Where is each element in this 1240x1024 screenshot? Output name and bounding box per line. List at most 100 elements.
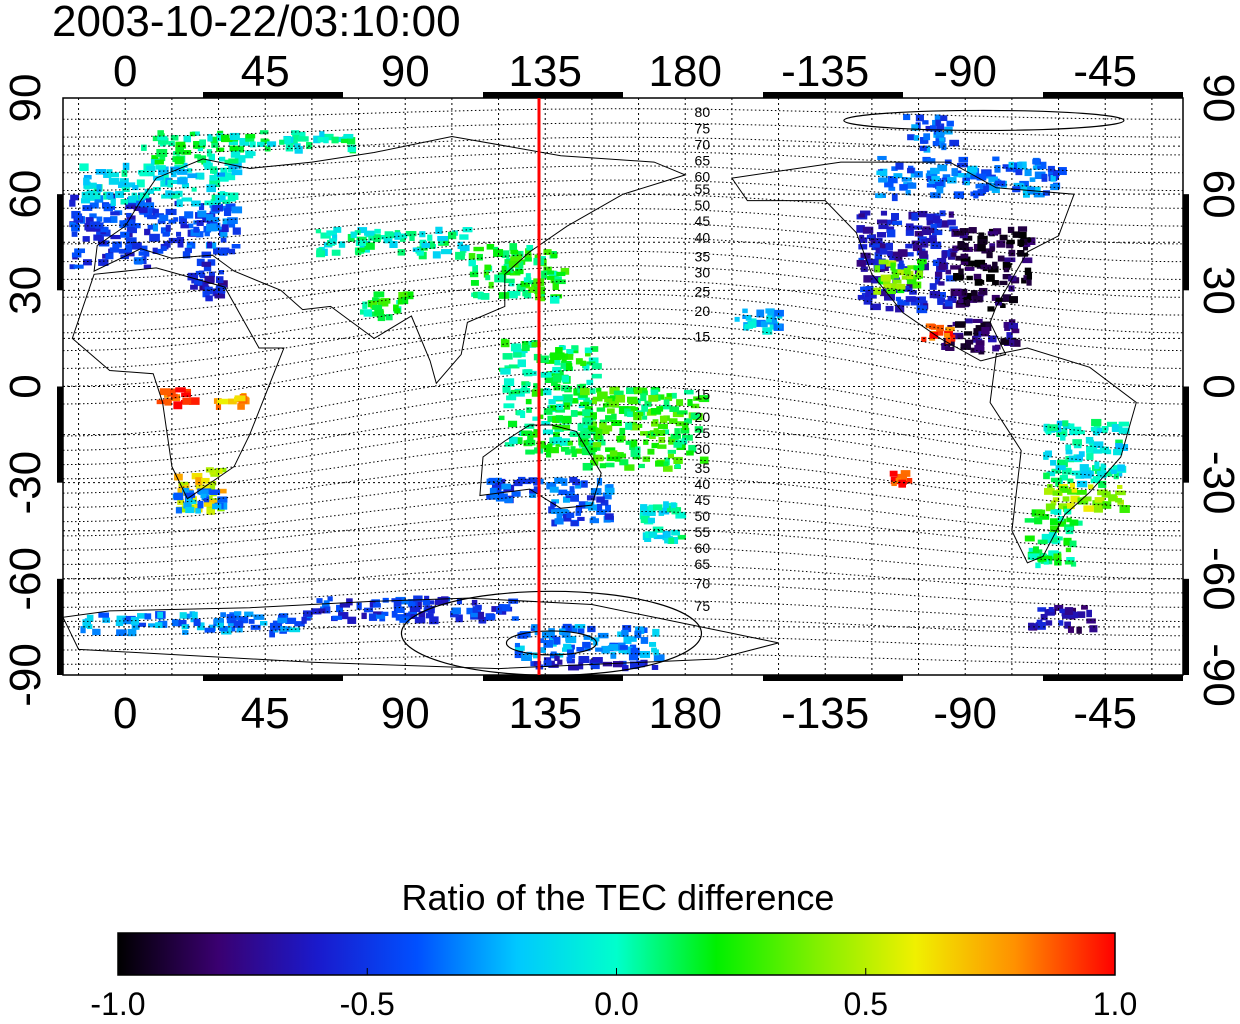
tec-cell bbox=[917, 258, 927, 265]
tec-cell bbox=[219, 156, 226, 162]
tec-cell bbox=[937, 297, 944, 305]
tec-cell bbox=[418, 611, 426, 619]
tec-cell bbox=[561, 631, 571, 638]
tec-cell bbox=[1026, 272, 1033, 280]
tec-cell bbox=[869, 292, 877, 299]
tec-cell bbox=[152, 208, 159, 216]
tec-cell bbox=[203, 265, 212, 272]
tec-cell bbox=[1050, 174, 1056, 182]
tec-cell bbox=[960, 260, 969, 265]
tec-cell bbox=[182, 162, 188, 168]
tec-cell bbox=[597, 439, 606, 446]
tec-cell bbox=[1003, 322, 1014, 328]
tec-cell bbox=[170, 134, 179, 141]
tec-cell bbox=[951, 168, 958, 177]
axis-bars bbox=[57, 92, 1189, 681]
tec-cell bbox=[112, 241, 122, 248]
tec-cell bbox=[1063, 537, 1072, 546]
tec-cell bbox=[103, 172, 112, 178]
tec-cell bbox=[95, 169, 107, 175]
tec-cell bbox=[614, 456, 621, 462]
tec-cell bbox=[659, 507, 670, 515]
tec-cell bbox=[1002, 294, 1012, 302]
tec-cell bbox=[699, 456, 709, 464]
tec-cell bbox=[873, 287, 882, 295]
tec-cell bbox=[174, 156, 184, 165]
tec-cell bbox=[734, 316, 740, 322]
tec-cell bbox=[589, 518, 600, 524]
tec-cell bbox=[210, 167, 218, 174]
tec-cell bbox=[657, 444, 667, 449]
tec-cell bbox=[898, 479, 906, 488]
tec-cell bbox=[501, 265, 507, 274]
tec-cell bbox=[228, 222, 236, 228]
tec-cell bbox=[1049, 525, 1060, 533]
tec-cell bbox=[997, 255, 1005, 262]
tec-cell bbox=[86, 614, 94, 622]
tec-cell bbox=[1086, 618, 1096, 624]
tec-cell bbox=[429, 616, 439, 625]
tec-cell bbox=[259, 621, 268, 626]
tec-cell bbox=[609, 386, 620, 395]
tec-cell bbox=[980, 264, 992, 270]
tec-cell bbox=[1005, 165, 1013, 172]
tec-cell bbox=[629, 661, 639, 670]
tec-cell bbox=[1017, 226, 1028, 232]
tec-cell bbox=[883, 284, 892, 289]
contour-line bbox=[63, 250, 1183, 298]
tec-cell bbox=[356, 602, 362, 610]
tec-cell bbox=[891, 481, 897, 487]
tec-cell bbox=[1057, 516, 1064, 522]
tec-cell bbox=[977, 243, 986, 252]
tec-cell bbox=[589, 459, 599, 466]
contour-label: 55 bbox=[695, 524, 711, 540]
contour-line bbox=[63, 236, 1183, 280]
tec-cell bbox=[947, 334, 956, 342]
tec-cell bbox=[188, 397, 200, 405]
tec-cell bbox=[332, 234, 338, 241]
tec-cell bbox=[425, 613, 434, 619]
contour-label: 65 bbox=[695, 556, 711, 572]
tec-cell bbox=[363, 607, 374, 613]
tec-cell bbox=[485, 275, 491, 281]
tec-cell bbox=[460, 250, 466, 256]
tec-cell bbox=[89, 202, 99, 209]
tec-cell bbox=[119, 220, 126, 228]
tec-cell bbox=[902, 287, 913, 292]
tec-cell bbox=[1048, 170, 1056, 177]
tec-cell bbox=[375, 614, 385, 619]
tec-cell bbox=[174, 473, 183, 481]
tec-cell bbox=[515, 437, 523, 445]
tec-cell bbox=[382, 597, 389, 603]
tec-cell bbox=[906, 284, 917, 289]
tec-cell bbox=[126, 226, 138, 234]
tec-cell bbox=[185, 507, 195, 514]
tec-cell bbox=[517, 632, 528, 639]
tec-cell bbox=[1065, 444, 1072, 451]
x-tick-label-top: 90 bbox=[381, 47, 430, 96]
tec-cell bbox=[157, 130, 164, 137]
tec-cell bbox=[313, 135, 321, 144]
tec-cell bbox=[892, 279, 902, 284]
tec-cell bbox=[934, 271, 943, 280]
tec-cell bbox=[552, 424, 562, 430]
tec-cell bbox=[234, 611, 242, 616]
tec-cell bbox=[1064, 621, 1071, 629]
tec-cell bbox=[171, 179, 180, 184]
tec-cell bbox=[1035, 509, 1046, 516]
tec-cell bbox=[1050, 460, 1057, 466]
tec-cell bbox=[228, 162, 238, 170]
tec-cell bbox=[207, 134, 213, 142]
tec-cell bbox=[539, 647, 546, 653]
tec-cell bbox=[508, 260, 519, 268]
tec-cell bbox=[1048, 550, 1059, 557]
tec-cell bbox=[126, 212, 132, 218]
tec-cell bbox=[264, 145, 271, 152]
tec-cell bbox=[110, 216, 118, 223]
tec-cell bbox=[1017, 239, 1025, 247]
tec-cell bbox=[580, 480, 588, 488]
tec-cell bbox=[128, 195, 137, 203]
tec-cell bbox=[525, 342, 536, 348]
tec-cell bbox=[627, 411, 633, 418]
tec-cell bbox=[564, 354, 574, 360]
